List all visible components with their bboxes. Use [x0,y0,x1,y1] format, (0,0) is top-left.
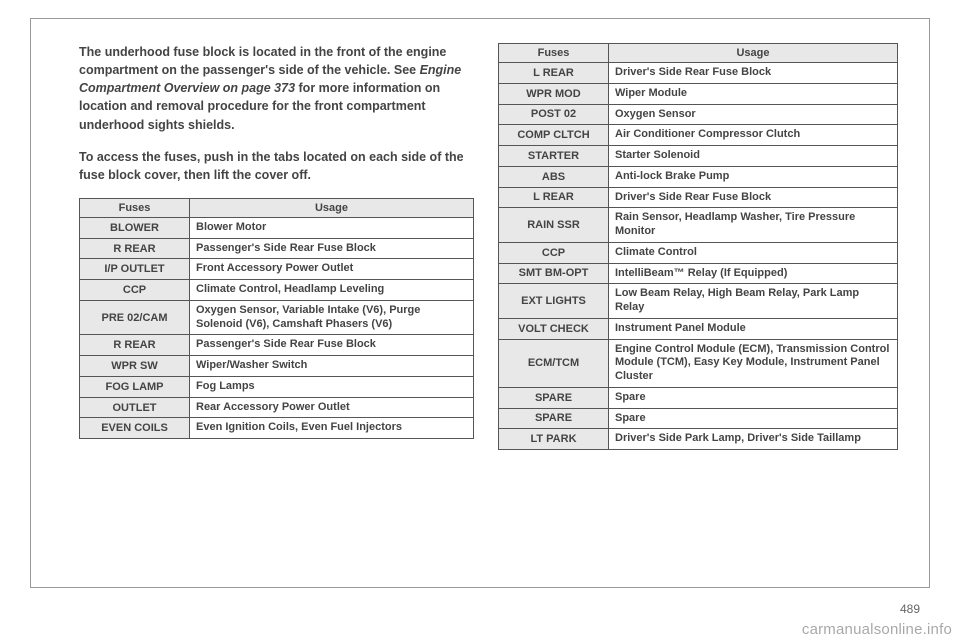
table-row: STARTERStarter Solenoid [499,146,898,167]
header-usage: Usage [190,198,474,217]
header-fuses: Fuses [80,198,190,217]
fuse-cell: LT PARK [499,429,609,450]
fuse-cell: COMP CLTCH [499,125,609,146]
fuse-cell: R REAR [80,238,190,259]
usage-cell: Rear Accessory Power Outlet [190,397,474,418]
table-row: EXT LIGHTSLow Beam Relay, High Beam Rela… [499,284,898,319]
fuse-cell: ABS [499,166,609,187]
usage-cell: Passenger's Side Rear Fuse Block [190,238,474,259]
usage-cell: Rain Sensor, Headlamp Washer, Tire Press… [609,208,898,243]
fuse-cell: CCP [80,280,190,301]
usage-cell: Climate Control, Headlamp Leveling [190,280,474,301]
table-row: VOLT CHECKInstrument Panel Module [499,318,898,339]
fuse-cell: SMT BM-OPT [499,263,609,284]
usage-cell: Engine Control Module (ECM), Transmissio… [609,339,898,387]
fuse-cell: EXT LIGHTS [499,284,609,319]
fuse-table-right: Fuses Usage L REARDriver's Side Rear Fus… [498,43,898,450]
table-row: R REARPassenger's Side Rear Fuse Block [80,335,474,356]
usage-cell: Air Conditioner Compressor Clutch [609,125,898,146]
table-row: LT PARKDriver's Side Park Lamp, Driver's… [499,429,898,450]
table-row: COMP CLTCHAir Conditioner Compressor Clu… [499,125,898,146]
usage-cell: Driver's Side Rear Fuse Block [609,63,898,84]
table-row: SPARESpare [499,387,898,408]
header-usage: Usage [609,44,898,63]
usage-cell: Anti-lock Brake Pump [609,166,898,187]
usage-cell: Wiper Module [609,83,898,104]
intro-paragraph-2: To access the fuses, push in the tabs lo… [79,148,474,184]
usage-cell: Oxygen Sensor, Variable Intake (V6), Pur… [190,300,474,335]
table-row: EVEN COILSEven Ignition Coils, Even Fuel… [80,418,474,439]
page-number: 489 [900,602,920,616]
fuse-cell: CCP [499,242,609,263]
fuse-cell: RAIN SSR [499,208,609,243]
fuse-cell: POST 02 [499,104,609,125]
watermark: carmanualsonline.info [802,621,952,638]
usage-cell: Driver's Side Park Lamp, Driver's Side T… [609,429,898,450]
header-fuses: Fuses [499,44,609,63]
fuse-cell: BLOWER [80,217,190,238]
usage-cell: Wiper/Washer Switch [190,356,474,377]
table-row: RAIN SSRRain Sensor, Headlamp Washer, Ti… [499,208,898,243]
usage-cell: Spare [609,408,898,429]
fuse-table-left: Fuses Usage BLOWERBlower MotorR REARPass… [79,198,474,439]
table-row: L REARDriver's Side Rear Fuse Block [499,187,898,208]
table-row: FOG LAMPFog Lamps [80,376,474,397]
right-column: Fuses Usage L REARDriver's Side Rear Fus… [498,43,898,567]
table-row: CCPClimate Control [499,242,898,263]
usage-cell: Passenger's Side Rear Fuse Block [190,335,474,356]
fuse-cell: R REAR [80,335,190,356]
table-row: WPR SWWiper/Washer Switch [80,356,474,377]
table-row: SMT BM-OPTIntelliBeam™ Relay (If Equippe… [499,263,898,284]
table-row: ABSAnti-lock Brake Pump [499,166,898,187]
fuse-cell: FOG LAMP [80,376,190,397]
intro-text-1a: The underhood fuse block is located in t… [79,45,446,77]
fuse-cell: I/P OUTLET [80,259,190,280]
fuse-cell: VOLT CHECK [499,318,609,339]
page-frame: The underhood fuse block is located in t… [30,18,930,588]
table-row: BLOWERBlower Motor [80,217,474,238]
usage-cell: Even Ignition Coils, Even Fuel Injectors [190,418,474,439]
usage-cell: Driver's Side Rear Fuse Block [609,187,898,208]
usage-cell: Oxygen Sensor [609,104,898,125]
left-column: The underhood fuse block is located in t… [79,43,474,567]
usage-cell: Front Accessory Power Outlet [190,259,474,280]
fuse-cell: L REAR [499,63,609,84]
table-row: PRE 02/CAMOxygen Sensor, Variable Intake… [80,300,474,335]
fuse-cell: STARTER [499,146,609,167]
fuse-cell: SPARE [499,408,609,429]
usage-cell: Low Beam Relay, High Beam Relay, Park La… [609,284,898,319]
table-row: CCPClimate Control, Headlamp Leveling [80,280,474,301]
usage-cell: Spare [609,387,898,408]
usage-cell: Blower Motor [190,217,474,238]
fuse-cell: PRE 02/CAM [80,300,190,335]
fuse-cell: WPR MOD [499,83,609,104]
fuse-cell: L REAR [499,187,609,208]
usage-cell: IntelliBeam™ Relay (If Equipped) [609,263,898,284]
usage-cell: Fog Lamps [190,376,474,397]
intro-paragraph-1: The underhood fuse block is located in t… [79,43,474,134]
table-row: ECM/TCMEngine Control Module (ECM), Tran… [499,339,898,387]
table-row: R REARPassenger's Side Rear Fuse Block [80,238,474,259]
table-row: L REARDriver's Side Rear Fuse Block [499,63,898,84]
table-row: SPARESpare [499,408,898,429]
fuse-cell: ECM/TCM [499,339,609,387]
usage-cell: Starter Solenoid [609,146,898,167]
table-row: POST 02Oxygen Sensor [499,104,898,125]
usage-cell: Instrument Panel Module [609,318,898,339]
usage-cell: Climate Control [609,242,898,263]
fuse-cell: WPR SW [80,356,190,377]
fuse-cell: EVEN COILS [80,418,190,439]
fuse-cell: SPARE [499,387,609,408]
fuse-cell: OUTLET [80,397,190,418]
table-row: WPR MODWiper Module [499,83,898,104]
table-row: I/P OUTLETFront Accessory Power Outlet [80,259,474,280]
table-row: OUTLETRear Accessory Power Outlet [80,397,474,418]
table-header-row: Fuses Usage [80,198,474,217]
table-header-row: Fuses Usage [499,44,898,63]
